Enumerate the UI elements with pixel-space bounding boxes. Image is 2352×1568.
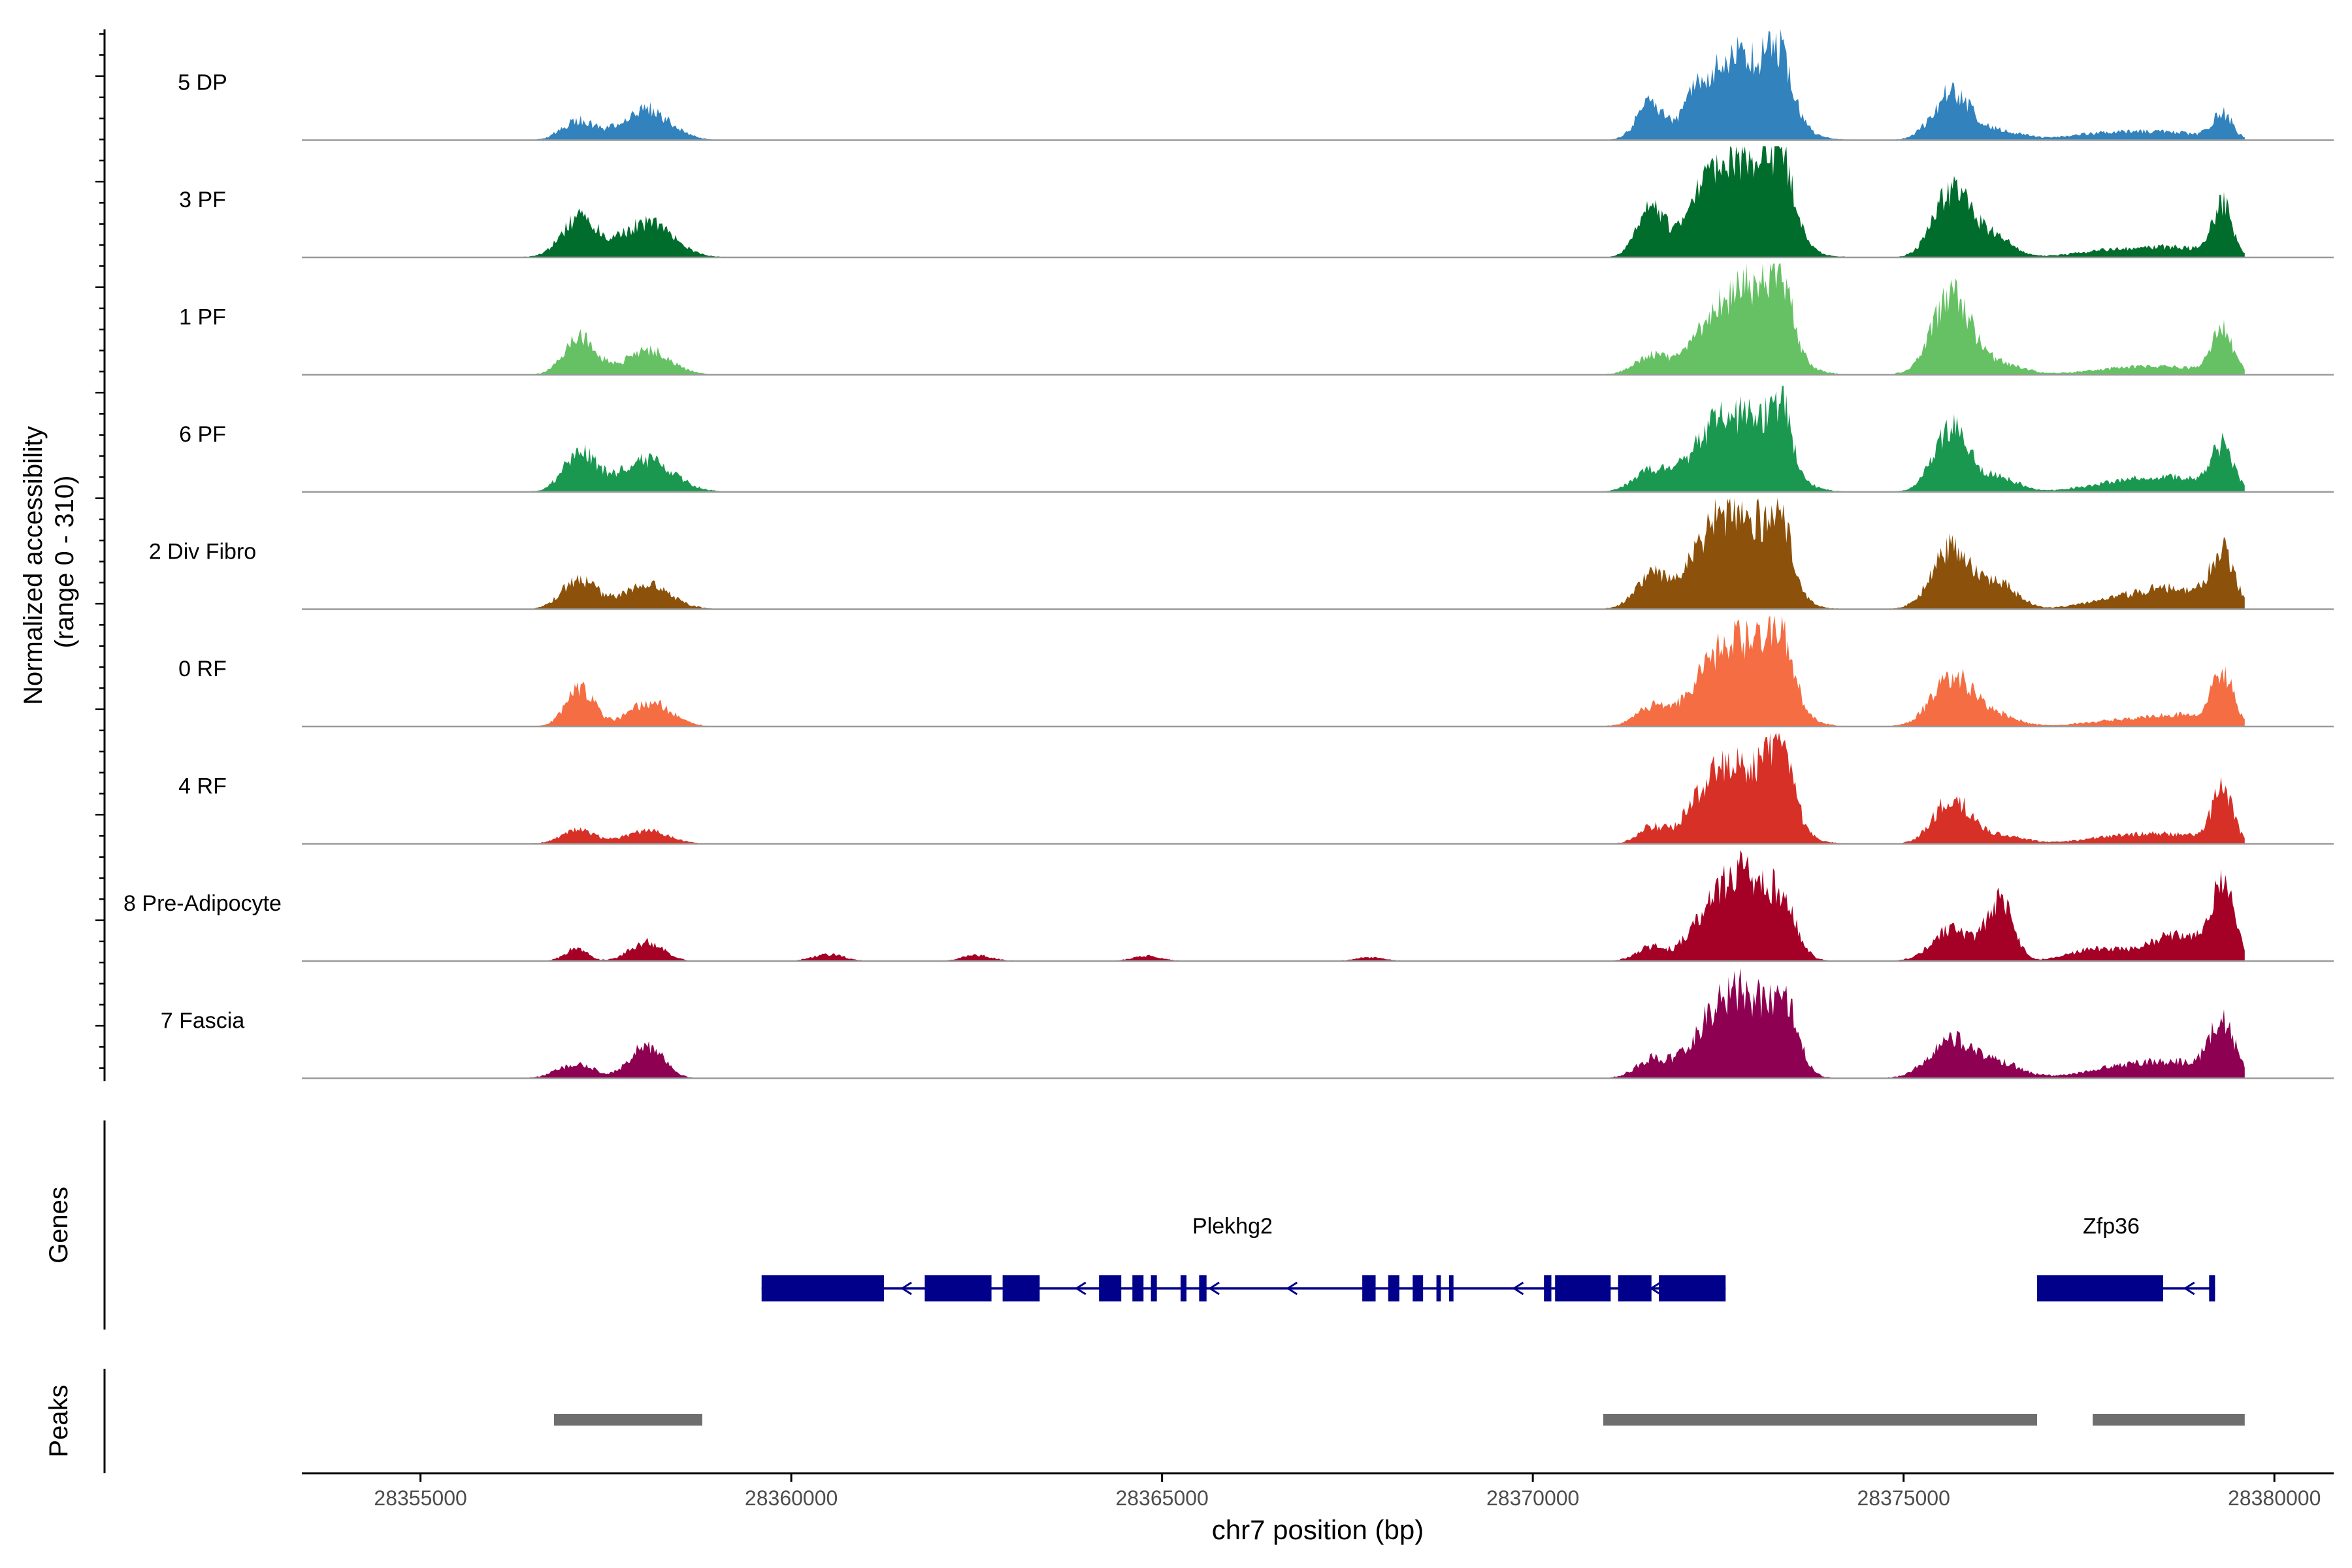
x-tick-label: 28375000 (1857, 1486, 1950, 1510)
track-7-fascia: 7 Fascia (161, 968, 2334, 1079)
peak-region (553, 1414, 702, 1426)
gene-exon (1448, 1275, 1454, 1301)
peak-regions (553, 1414, 2245, 1426)
gene-zfp36: Zfp36 (2036, 1214, 2215, 1301)
x-axis-ticks: 28355000 28360000 28365000 28370000 28375000… (374, 1473, 2321, 1510)
strand-arrow (1512, 1281, 1524, 1296)
track-4-rf: 4 RF (178, 732, 2334, 845)
x-tick-label: 28380000 (2228, 1486, 2321, 1510)
track-label-2-div-fibro: 2 Div Fibro (149, 540, 256, 564)
gene-exon (2036, 1275, 2163, 1301)
strand-arrow (1075, 1281, 1086, 1296)
gene-exon (1132, 1275, 1144, 1301)
track-3-pf: 3 PF (179, 146, 2334, 259)
track-1-pf: 1 PF (179, 263, 2334, 376)
strand-arrow (1208, 1281, 1220, 1296)
gene-exon (1002, 1275, 1040, 1301)
gene-plekhg2: Plekhg2 (761, 1214, 1726, 1301)
track-label-1-pf: 1 PF (179, 305, 226, 330)
strand-arrow (2183, 1281, 2195, 1296)
coverage-tracks: 5 DP 3 PF 1 PF 6 PF 2 Div Fibro 0 RF 4 RF 8 Pre… (123, 29, 2334, 1079)
gene-exon (1413, 1275, 1424, 1301)
gene-exon (924, 1275, 992, 1301)
coverage-area-1-pf (302, 263, 2245, 375)
coverage-y-ticks (95, 33, 105, 1069)
gene-exon (1659, 1275, 1726, 1301)
track-label-7-fascia: 7 Fascia (161, 1009, 245, 1034)
genes-panel-label: Genes (44, 1186, 73, 1264)
track-label-4-rf: 4 RF (178, 774, 227, 799)
coverage-area-3-pf (302, 146, 2245, 257)
peaks-panel-label: Peaks (44, 1384, 73, 1457)
gene-annotations: Plekhg2 Zfp36 (761, 1214, 2215, 1301)
track-2-div-fibro: 2 Div Fibro (149, 498, 2334, 610)
gene-exon (1099, 1275, 1122, 1301)
gene-exon (2209, 1275, 2215, 1301)
track-8-pre-adipocyte: 8 Pre-Adipocyte (123, 850, 2334, 962)
coverage-area-0-rf (302, 615, 2245, 727)
gene-exon (1181, 1275, 1187, 1301)
strand-arrow (1649, 1281, 1661, 1296)
gene-exon (1618, 1275, 1652, 1301)
track-0-rf: 0 RF (178, 615, 2334, 728)
coverage-area-7-fascia (302, 968, 2245, 1079)
coverage-area-8-pre-adipocyte (302, 850, 2245, 961)
peak-region (1603, 1414, 2037, 1426)
strand-arrow (1286, 1281, 1298, 1296)
coverage-area-2-div-fibro (302, 498, 2245, 610)
peak-region (2093, 1414, 2245, 1426)
gene-exon (761, 1275, 885, 1301)
coverage-area-5-dp (302, 29, 2245, 140)
x-tick-label: 28365000 (1115, 1486, 1208, 1510)
track-label-0-rf: 0 RF (178, 657, 227, 681)
track-5-dp: 5 DP (178, 29, 2334, 141)
y-axis-label-line2: (range 0 - 310) (50, 476, 79, 649)
strand-arrow (900, 1281, 912, 1296)
gene-exon (1544, 1275, 1552, 1301)
coverage-area-6-pf (302, 385, 2245, 492)
gene-exon (1436, 1275, 1441, 1301)
gene-exon (1555, 1275, 1611, 1301)
x-tick-label: 28355000 (374, 1486, 466, 1510)
coverage-area-4-rf (302, 732, 2245, 844)
x-tick-label: 28370000 (1486, 1486, 1579, 1510)
gene-exon (1151, 1275, 1157, 1301)
gene-exon (1199, 1275, 1207, 1301)
gene-exon (1388, 1275, 1399, 1301)
y-axis-label-line1: Normalized accessibility (19, 426, 48, 705)
x-axis-label: chr7 position (bp) (1212, 1514, 1424, 1545)
gene-label-plekhg2: Plekhg2 (1192, 1214, 1273, 1239)
track-6-pf: 6 PF (179, 385, 2334, 493)
track-label-8-pre-adipocyte: 8 Pre-Adipocyte (123, 891, 282, 916)
y-axis-label: Normalized accessibility (range 0 - 310) (19, 419, 79, 705)
track-label-6-pf: 6 PF (179, 422, 226, 447)
track-label-3-pf: 3 PF (179, 188, 226, 212)
x-tick-label: 28360000 (745, 1486, 838, 1510)
gene-label-zfp36: Zfp36 (2083, 1214, 2140, 1239)
gene-exon (1362, 1275, 1376, 1301)
track-label-5-dp: 5 DP (178, 71, 227, 95)
